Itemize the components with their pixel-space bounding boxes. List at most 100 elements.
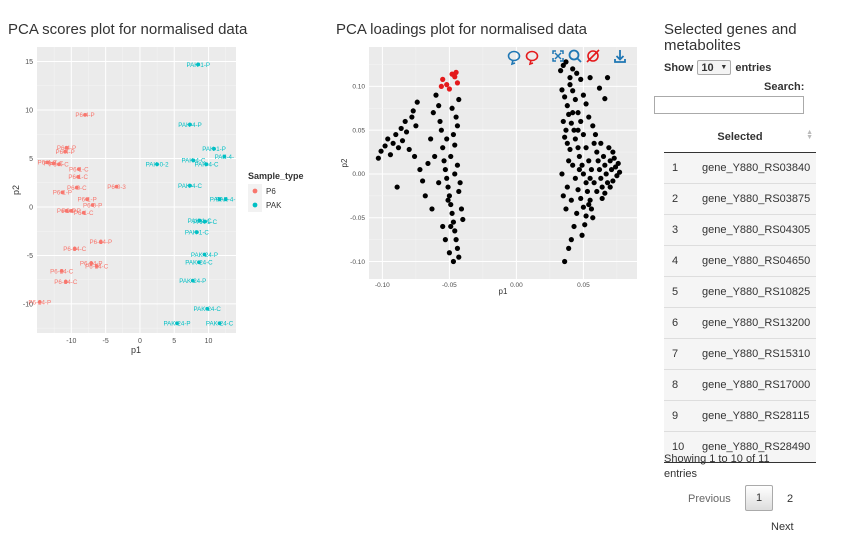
loading-point[interactable] (574, 210, 580, 216)
loading-point[interactable] (442, 166, 448, 173)
loading-point[interactable] (566, 111, 572, 118)
loading-point[interactable] (579, 162, 585, 168)
loading-point[interactable] (420, 178, 426, 184)
page-1-button[interactable]: 1 (745, 485, 773, 511)
loading-point[interactable] (453, 114, 459, 120)
loading-point[interactable] (454, 123, 461, 129)
clear-selection-icon[interactable] (586, 49, 600, 63)
loading-point[interactable] (452, 142, 458, 148)
loading-point[interactable] (444, 136, 450, 142)
loading-point[interactable] (602, 96, 608, 102)
loading-point[interactable] (611, 155, 617, 161)
loading-point[interactable] (441, 158, 447, 164)
loading-point[interactable] (457, 180, 463, 186)
loading-point[interactable] (598, 175, 604, 181)
loading-point[interactable] (444, 175, 450, 181)
loading-point[interactable] (586, 114, 592, 120)
loading-point[interactable] (382, 143, 388, 149)
loading-point[interactable] (409, 114, 415, 120)
loading-point[interactable] (583, 180, 589, 186)
loading-point[interactable] (566, 245, 572, 251)
loading-point[interactable] (615, 160, 621, 167)
loading-point[interactable] (578, 76, 584, 82)
loading-point[interactable] (588, 166, 595, 173)
loading-point[interactable] (453, 237, 459, 243)
lasso-red-icon[interactable] (525, 50, 539, 66)
loading-point[interactable] (578, 118, 584, 125)
loading-point[interactable] (596, 85, 603, 91)
loading-point[interactable] (564, 184, 570, 190)
loading-point[interactable] (583, 101, 589, 107)
selected-loading-point[interactable] (452, 74, 458, 80)
loading-point[interactable] (576, 153, 582, 160)
loading-point[interactable] (580, 171, 586, 177)
loading-point[interactable] (563, 206, 569, 212)
next-button[interactable]: Next (771, 521, 794, 533)
loading-point[interactable] (596, 166, 603, 173)
loading-point[interactable] (432, 153, 438, 160)
selected-loading-point[interactable] (446, 86, 452, 92)
loading-point[interactable] (440, 145, 446, 151)
loading-point[interactable] (448, 223, 454, 230)
loading-point[interactable] (402, 118, 408, 125)
loading-point[interactable] (570, 66, 576, 72)
zoom-search-icon[interactable] (568, 49, 582, 63)
loading-point[interactable] (399, 138, 406, 144)
loading-point[interactable] (394, 184, 400, 190)
loading-point[interactable] (575, 127, 581, 133)
loading-point[interactable] (590, 215, 596, 221)
loading-point[interactable] (568, 197, 574, 203)
loading-point[interactable] (600, 153, 607, 160)
selected-loading-point[interactable] (438, 83, 444, 89)
loading-point[interactable] (575, 145, 581, 151)
loading-point[interactable] (562, 258, 568, 265)
loading-point[interactable] (588, 206, 595, 212)
selected-loading-point[interactable] (440, 76, 446, 82)
selected-loading-point[interactable] (453, 69, 459, 75)
loading-point[interactable] (417, 166, 423, 173)
loading-point[interactable] (436, 103, 442, 109)
loading-point[interactable] (563, 127, 569, 133)
loading-point[interactable] (564, 103, 570, 109)
loading-point[interactable] (560, 118, 566, 125)
table-row[interactable]: 10 gene_Y880_RS28490 (664, 431, 816, 463)
loading-point[interactable] (572, 136, 578, 142)
loading-point[interactable] (563, 59, 569, 65)
loading-point[interactable] (456, 254, 462, 260)
loading-point[interactable] (594, 149, 600, 155)
loading-point[interactable] (411, 153, 418, 160)
download-icon[interactable] (614, 50, 626, 63)
loading-point[interactable] (568, 237, 574, 243)
loading-point[interactable] (586, 201, 592, 208)
loading-point[interactable] (607, 158, 613, 164)
loading-point[interactable] (456, 188, 462, 195)
loading-point[interactable] (445, 184, 451, 190)
loading-point[interactable] (568, 120, 574, 126)
table-row[interactable]: 5 gene_Y880_RS10825 (664, 276, 816, 308)
loading-point[interactable] (410, 108, 416, 114)
table-row[interactable]: 8 gene_Y880_RS17000 (664, 369, 816, 401)
loading-point[interactable] (606, 145, 612, 151)
loading-point[interactable] (572, 96, 578, 103)
loading-point[interactable] (610, 178, 616, 184)
loading-point[interactable] (580, 92, 586, 98)
loading-point[interactable] (583, 213, 589, 219)
loading-point[interactable] (413, 123, 419, 129)
loading-point[interactable] (570, 88, 576, 94)
loading-point[interactable] (587, 75, 593, 81)
loading-point[interactable] (595, 158, 601, 164)
loading-point[interactable] (562, 94, 568, 100)
loading-point[interactable] (446, 250, 452, 256)
loading-point[interactable] (403, 129, 410, 135)
loading-point[interactable] (570, 162, 576, 168)
loading-point[interactable] (442, 237, 448, 243)
loading-point[interactable] (406, 146, 412, 153)
loading-point[interactable] (390, 140, 396, 146)
loading-point[interactable] (375, 155, 381, 161)
table-row[interactable]: 7 gene_Y880_RS15310 (664, 338, 816, 370)
loading-point[interactable] (436, 180, 442, 186)
loading-point[interactable] (446, 193, 452, 199)
loading-point[interactable] (562, 134, 568, 140)
loading-point[interactable] (587, 175, 593, 181)
loading-point[interactable] (566, 158, 572, 164)
